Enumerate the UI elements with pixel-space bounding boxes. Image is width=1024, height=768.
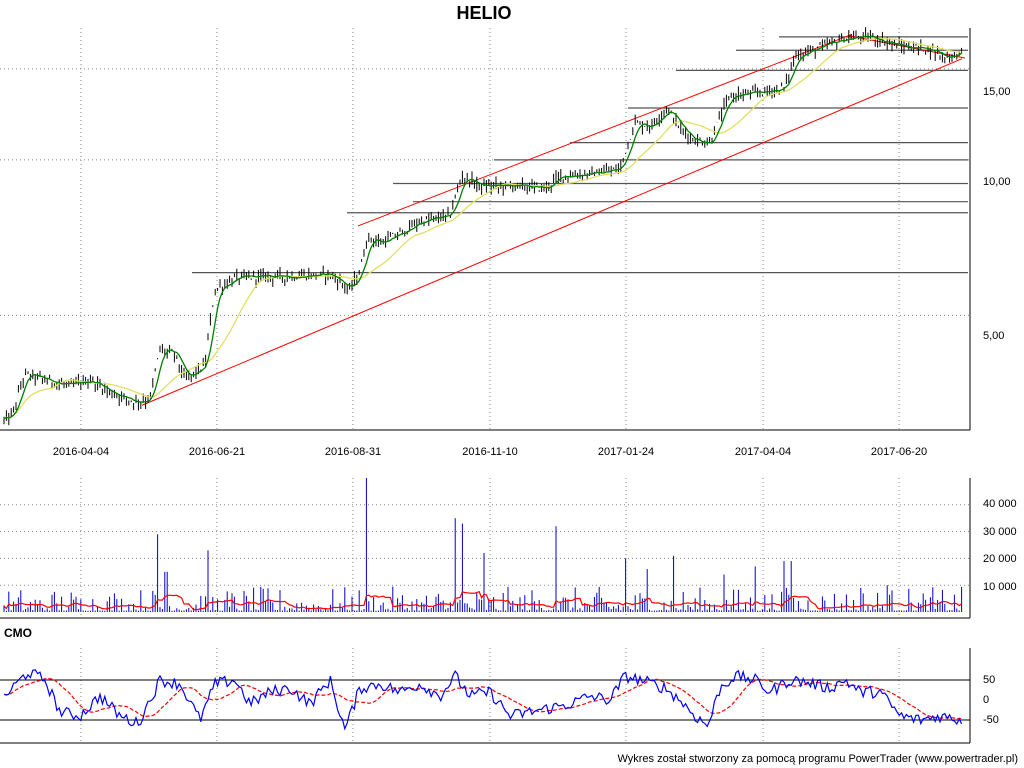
x-tick-label: 2016-11-10 xyxy=(462,446,517,458)
short-moving-average-line xyxy=(3,35,962,420)
x-tick-label: 2017-06-20 xyxy=(871,446,927,458)
y-tick-label: -50 xyxy=(983,714,999,726)
x-tick-label: 2017-01-24 xyxy=(598,446,654,458)
x-tick-label: 2016-08-31 xyxy=(325,446,381,458)
y-tick-label: 5,00 xyxy=(983,330,1004,342)
volume-average-line xyxy=(3,590,962,611)
y-tick-label: 10,00 xyxy=(983,176,1011,188)
channel-line xyxy=(357,33,853,227)
volume-panel: 40 000 30 000 20 000 10 000 xyxy=(0,478,1017,619)
chart-title: HELIO xyxy=(456,3,511,23)
price-x-tick-labels: 2016-04-04 2016-06-21 2016-08-31 2016-11… xyxy=(53,446,927,458)
y-tick-label: 0 xyxy=(983,694,989,706)
x-tick-label: 2017-04-04 xyxy=(735,446,791,458)
y-tick-label: 40 000 xyxy=(983,498,1017,510)
price-y-tick-labels: 15,00 10,00 5,00 xyxy=(983,86,1011,342)
volume-y-tick-labels: 40 000 30 000 20 000 10 000 xyxy=(983,498,1017,593)
y-tick-label: 20 000 xyxy=(983,553,1017,565)
price-panel: 2016-04-04 2016-06-21 2016-08-31 2016-11… xyxy=(0,27,1011,458)
x-tick-label: 2016-04-04 xyxy=(53,446,109,458)
footer-credit: Wykres został stworzony za pomocą progra… xyxy=(617,753,1018,765)
cmo-line xyxy=(3,669,963,731)
channel-line xyxy=(141,58,963,406)
y-tick-label: 10 000 xyxy=(983,581,1017,593)
y-tick-label: 50 xyxy=(983,674,995,686)
price-grid xyxy=(0,28,970,430)
cmo-y-tick-labels: 50 0 -50 xyxy=(983,674,999,726)
cmo-panel: CMO 50 0 -50 xyxy=(0,626,999,744)
x-tick-label: 2016-06-21 xyxy=(189,446,245,458)
cmo-signal-line xyxy=(3,677,962,720)
y-tick-label: 15,00 xyxy=(983,86,1011,98)
support-resistance-levels xyxy=(192,36,968,274)
cmo-panel-title: CMO xyxy=(4,626,32,640)
y-tick-label: 30 000 xyxy=(983,526,1017,538)
long-moving-average-line xyxy=(3,38,962,420)
